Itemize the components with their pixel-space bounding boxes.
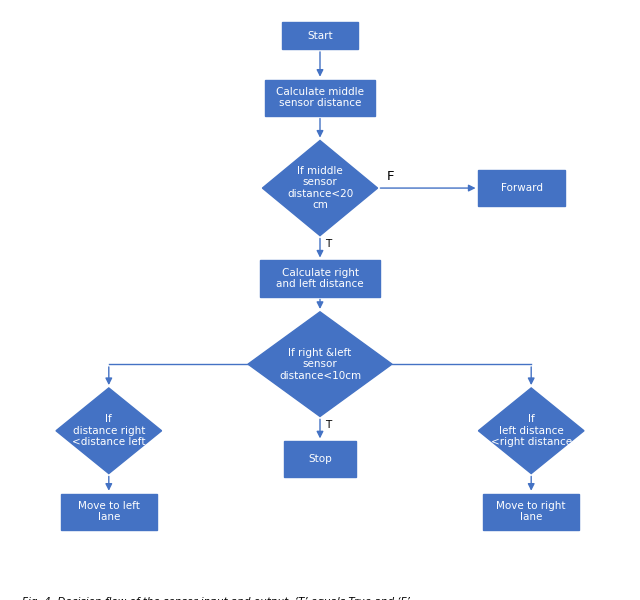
- Text: Move to right
lane: Move to right lane: [497, 501, 566, 523]
- FancyBboxPatch shape: [282, 22, 358, 49]
- FancyBboxPatch shape: [265, 80, 375, 116]
- Text: If
left distance
<right distance: If left distance <right distance: [491, 414, 572, 448]
- Text: If middle
sensor
distance<20
cm: If middle sensor distance<20 cm: [287, 166, 353, 211]
- FancyBboxPatch shape: [479, 170, 565, 206]
- Text: Fig. 4: Decision flow of the sensor input and output. ‘T’ equals True and ‘F’: Fig. 4: Decision flow of the sensor inpu…: [22, 598, 410, 600]
- Text: Calculate right
and left distance: Calculate right and left distance: [276, 268, 364, 289]
- Text: T: T: [325, 239, 331, 250]
- Text: Move to left
lane: Move to left lane: [78, 501, 140, 523]
- Text: Start: Start: [307, 31, 333, 41]
- FancyBboxPatch shape: [483, 494, 579, 530]
- Text: If
distance right
<distance left: If distance right <distance left: [72, 414, 145, 448]
- Polygon shape: [479, 388, 584, 473]
- Text: Stop: Stop: [308, 454, 332, 464]
- Text: T: T: [325, 420, 331, 430]
- Polygon shape: [262, 140, 378, 236]
- Polygon shape: [248, 312, 392, 416]
- Text: F: F: [387, 170, 395, 184]
- Polygon shape: [56, 388, 162, 473]
- Text: Forward: Forward: [500, 183, 543, 193]
- FancyBboxPatch shape: [284, 441, 356, 478]
- FancyBboxPatch shape: [260, 260, 380, 296]
- Text: Calculate middle
sensor distance: Calculate middle sensor distance: [276, 87, 364, 109]
- Text: If right &left
sensor
distance<10cm: If right &left sensor distance<10cm: [279, 347, 361, 381]
- FancyBboxPatch shape: [61, 494, 157, 530]
